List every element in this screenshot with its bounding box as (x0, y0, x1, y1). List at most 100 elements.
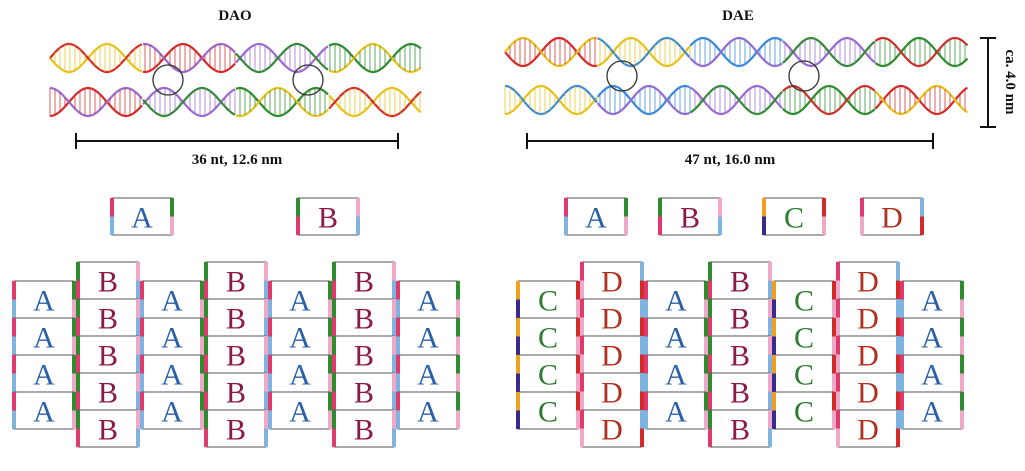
tile-letter: A (289, 322, 311, 355)
helix-strand (874, 84, 969, 116)
tile-letter: B (354, 414, 374, 447)
tile-letter: A (33, 396, 55, 429)
tile-letter: A (417, 396, 439, 429)
lattice-tile-d: D (836, 409, 900, 448)
tile-letter: A (289, 396, 311, 429)
helix-strand (235, 86, 329, 118)
tile-letter: C (784, 202, 804, 235)
lattice-tile-b: B (708, 261, 772, 300)
tile-letter: B (226, 303, 246, 336)
dao-title: DAO (218, 8, 251, 24)
lattice-tile-b: B (204, 372, 268, 411)
dae-title: DAE (722, 8, 754, 24)
tile-letter: D (601, 377, 623, 410)
lattice-tile-b: B (76, 372, 140, 411)
tile-letter: A (161, 396, 183, 429)
tile-letter: B (730, 414, 750, 447)
lattice-tile-a: A (12, 391, 76, 430)
tile-letter: B (226, 266, 246, 299)
helix-strand (782, 36, 876, 68)
lattice-tile-d: D (580, 298, 644, 337)
helix-strand (235, 42, 329, 74)
lattice-tile-a: A (12, 354, 76, 393)
legend-tile-d: D (860, 197, 924, 236)
lattice-tile-d: D (836, 261, 900, 300)
tile-letter: B (354, 377, 374, 410)
tile-letter: A (33, 359, 55, 392)
tile-letter: A (289, 359, 311, 392)
lattice-tile-b: B (708, 298, 772, 337)
lattice-tile-a: A (396, 354, 460, 393)
tile-letter: C (794, 396, 814, 429)
lattice-tile-c: C (516, 391, 580, 430)
lattice-tile-b: B (76, 335, 140, 374)
tile-letter: C (794, 285, 814, 318)
dae-width-scale-bar (980, 37, 996, 128)
lattice-tile-a: A (900, 354, 964, 393)
tile-letter: C (538, 396, 558, 429)
dae-width-label: ca. 4.0 nm (1002, 50, 1018, 116)
tile-letter: C (538, 285, 558, 318)
tile-letter: D (601, 303, 623, 336)
lattice-tile-b: B (204, 335, 268, 374)
tile-letter: D (857, 303, 879, 336)
tile-letter: D (601, 266, 623, 299)
dao-length-scale-bar (75, 133, 399, 149)
tile-letter: A (417, 322, 439, 355)
tile-letter: A (585, 202, 607, 235)
lattice-tile-a: A (140, 317, 204, 356)
lattice-tile-b: B (76, 409, 140, 448)
lattice-tile-a: A (900, 317, 964, 356)
lattice-tile-a: A (140, 354, 204, 393)
lattice-tile-b: B (204, 298, 268, 337)
legend-tile-b: B (658, 197, 722, 236)
tile-letter: B (318, 202, 338, 235)
helix-strand (235, 42, 329, 74)
tile-letter: B (98, 303, 118, 336)
lattice-tile-d: D (580, 409, 644, 448)
tile-letter: B (354, 340, 374, 373)
lattice-tile-b: B (76, 298, 140, 337)
tile-letter: A (161, 322, 183, 355)
lattice-tile-d: D (836, 298, 900, 337)
lattice-tile-c: C (772, 280, 836, 319)
lattice-tile-c: C (516, 354, 580, 393)
tile-letter: A (665, 322, 687, 355)
lattice-tile-b: B (708, 335, 772, 374)
lattice-tile-a: A (268, 391, 332, 430)
legend-tile-a: A (110, 197, 174, 236)
dae-length-label: 47 nt, 16.0 nm (685, 152, 776, 168)
lattice-tile-b: B (708, 409, 772, 448)
dae-tile-legend: A B C D (564, 197, 924, 236)
tile-letter: A (921, 322, 943, 355)
tile-letter: A (161, 359, 183, 392)
lattice-tile-d: D (836, 372, 900, 411)
helix-strand (689, 36, 783, 68)
tile-letter: B (730, 377, 750, 410)
tile-letter: B (98, 377, 118, 410)
tile-letter: B (98, 414, 118, 447)
tile-letter: D (601, 414, 623, 447)
tile-letter: A (417, 359, 439, 392)
crossover-marker (292, 64, 324, 96)
lattice-tile-a: A (268, 317, 332, 356)
lattice-tile-a: A (268, 354, 332, 393)
tile-letter: B (98, 340, 118, 373)
lattice-tile-a: A (396, 391, 460, 430)
helix-strand (49, 42, 143, 74)
tile-letter: D (881, 202, 903, 235)
tile-letter: B (226, 340, 246, 373)
helix-strand (142, 42, 236, 74)
helix-strand (596, 84, 690, 116)
crossover-marker (152, 64, 184, 96)
tile-letter: B (226, 377, 246, 410)
lattice-tile-c: C (516, 317, 580, 356)
dao-length-label: 36 nt, 12.6 nm (192, 152, 283, 168)
tile-letter: A (665, 396, 687, 429)
lattice-tile-d: D (580, 335, 644, 374)
lattice-tile-a: A (396, 317, 460, 356)
lattice-tile-b: B (332, 372, 396, 411)
